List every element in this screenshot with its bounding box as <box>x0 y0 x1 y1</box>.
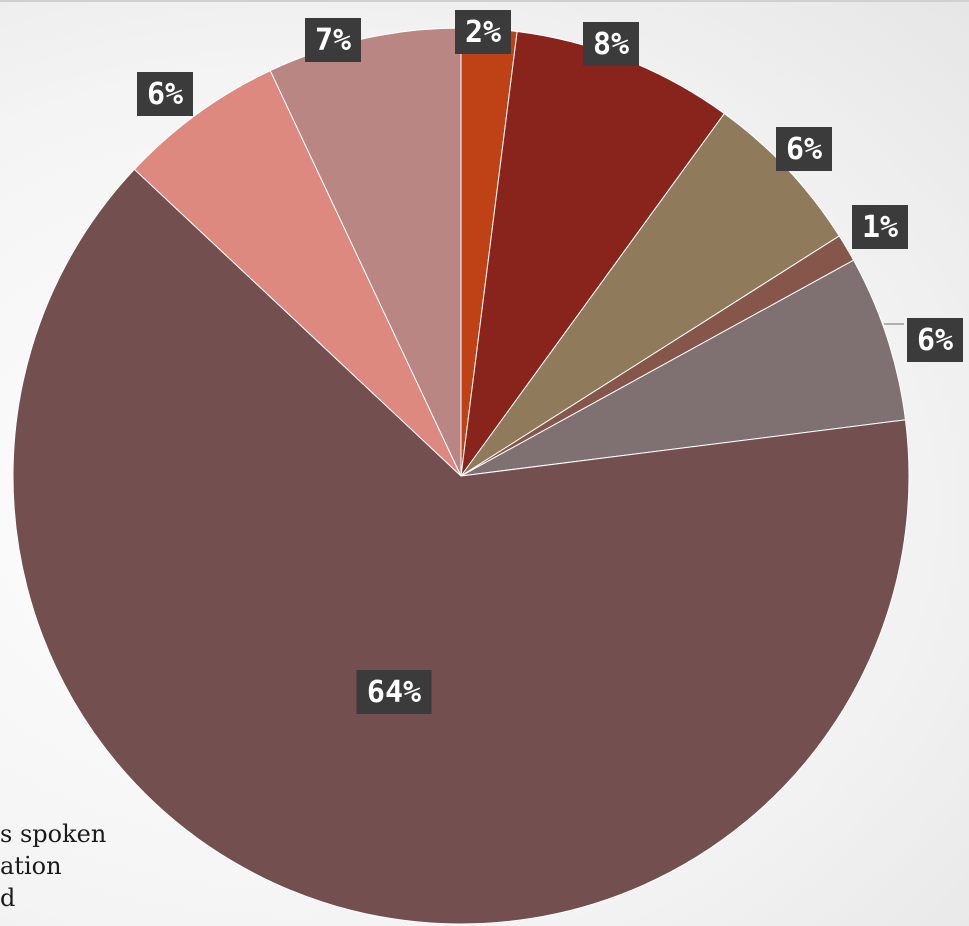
data-label: 6% <box>137 72 193 116</box>
data-label-background <box>583 22 639 66</box>
data-label-background <box>455 10 511 54</box>
data-label-background <box>305 18 361 62</box>
legend-fragment: s spoken ation d <box>0 818 106 914</box>
data-label: 2% <box>455 10 511 54</box>
data-label: 8% <box>583 22 639 66</box>
data-label: 1% <box>852 205 908 249</box>
data-labels: 2% 8% 6% 1% 6% 64% 6% 7% <box>137 10 963 714</box>
data-label-background <box>776 127 832 171</box>
pie-slice <box>12 168 910 925</box>
pie-slice <box>460 259 907 477</box>
data-label-background <box>907 318 963 362</box>
data-label-text: 6% <box>786 132 822 167</box>
data-label: 6% <box>907 318 963 362</box>
data-label-text: 6% <box>147 77 183 112</box>
data-label-text: 2% <box>465 15 501 50</box>
data-label: 64% <box>356 670 432 714</box>
legend-text-line: d <box>0 884 16 912</box>
data-label-background <box>356 670 432 714</box>
data-label-text: 6% <box>917 323 953 358</box>
top-border-line <box>0 0 969 2</box>
data-label: 7% <box>305 18 361 62</box>
data-label-text: 64% <box>367 675 421 710</box>
legend-text-line: s spoken <box>0 820 107 848</box>
pie-slices <box>12 27 910 925</box>
data-label-text: 1% <box>862 210 898 245</box>
data-label-text: 7% <box>315 23 351 58</box>
pie-slice <box>269 27 462 477</box>
pie-slice <box>133 69 462 477</box>
data-label-text: 8% <box>593 27 629 62</box>
data-label-background <box>852 205 908 249</box>
legend-text-line: ation <box>0 852 62 880</box>
data-label: 6% <box>776 127 832 171</box>
data-label-background <box>137 72 193 116</box>
